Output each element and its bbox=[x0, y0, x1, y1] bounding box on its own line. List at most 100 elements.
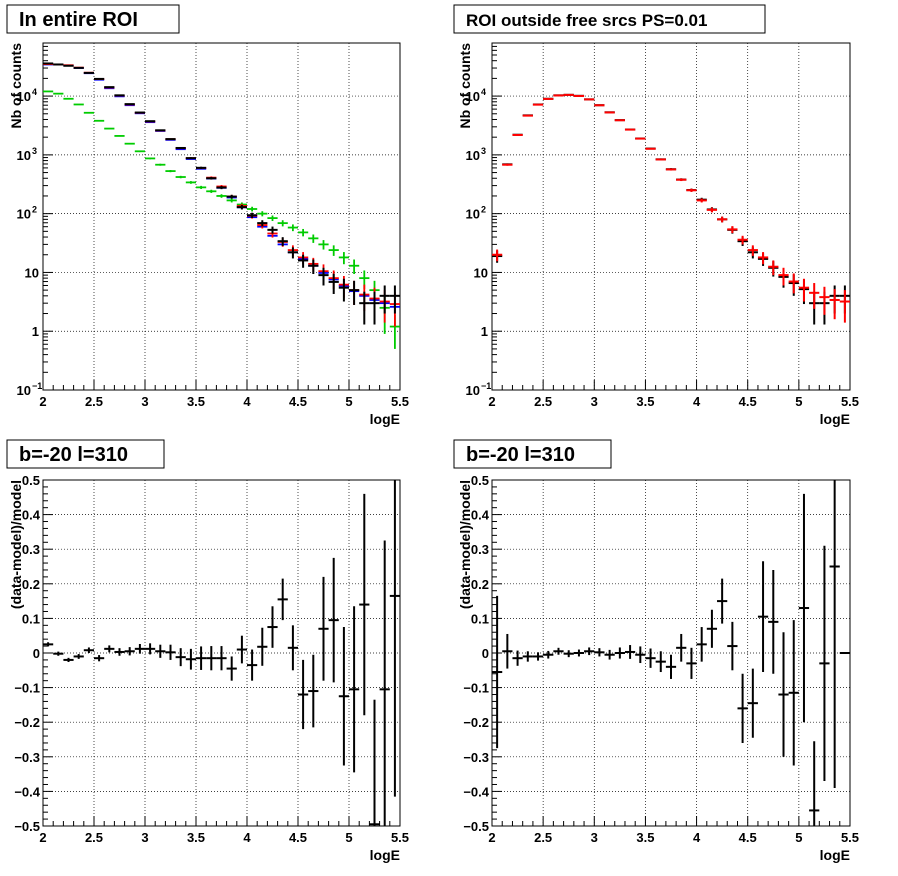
x-tick-label: 5 bbox=[345, 394, 352, 409]
data-point bbox=[155, 164, 165, 166]
data-point bbox=[574, 650, 584, 657]
data-point bbox=[298, 660, 308, 729]
data-point bbox=[707, 208, 717, 213]
data-point bbox=[799, 279, 809, 302]
data-point bbox=[186, 649, 196, 670]
y-tick-label: 0.4 bbox=[22, 508, 41, 523]
y-tick-label: 10 bbox=[17, 148, 31, 163]
data-point bbox=[74, 104, 84, 105]
data-point bbox=[625, 645, 635, 659]
data-point bbox=[267, 216, 277, 221]
data-point bbox=[748, 669, 758, 738]
data-point bbox=[247, 207, 257, 212]
data-point bbox=[196, 646, 206, 670]
data-point bbox=[298, 229, 308, 236]
data-point bbox=[329, 274, 339, 294]
data-point bbox=[737, 236, 747, 245]
y-tick-label: 0.1 bbox=[22, 611, 40, 626]
x-tick-label: 2.5 bbox=[534, 394, 552, 409]
x-tick-label: 4.5 bbox=[739, 394, 757, 409]
series-1 bbox=[43, 91, 400, 349]
axis-ticks bbox=[492, 43, 850, 390]
data-point bbox=[564, 650, 574, 657]
data-point bbox=[666, 655, 676, 679]
data-point bbox=[553, 95, 563, 96]
data-point bbox=[390, 480, 400, 797]
chart-title: b=-20 l=310 bbox=[466, 444, 575, 466]
y-tick-exponent: 4 bbox=[32, 87, 37, 97]
data-point bbox=[288, 224, 298, 231]
grid-lines bbox=[492, 480, 850, 826]
y-tick-label: 1 bbox=[32, 324, 39, 339]
data-point bbox=[615, 647, 625, 658]
data-point bbox=[656, 159, 666, 161]
data-point bbox=[523, 115, 533, 116]
x-tick-label: 5.5 bbox=[841, 830, 859, 845]
data-point bbox=[635, 138, 645, 139]
axis-ticks bbox=[43, 43, 400, 390]
x-tick-label: 2 bbox=[39, 394, 46, 409]
data-point bbox=[830, 480, 840, 788]
data-point bbox=[615, 120, 625, 121]
data-point bbox=[206, 177, 216, 180]
data-point bbox=[339, 252, 349, 264]
data-point bbox=[645, 148, 655, 149]
data-point bbox=[206, 646, 216, 670]
data-point bbox=[318, 577, 328, 681]
chart-title: b=-20 l=310 bbox=[19, 444, 128, 466]
data-point bbox=[778, 632, 788, 757]
x-tick-label: 4.5 bbox=[739, 830, 757, 845]
data-point bbox=[359, 494, 369, 715]
data-point bbox=[74, 654, 84, 659]
x-tick-label: 5.5 bbox=[391, 394, 409, 409]
data-point bbox=[104, 645, 114, 652]
y-tick-label: 10 bbox=[466, 383, 480, 398]
data-point bbox=[594, 105, 604, 106]
y-tick-label: 10 bbox=[466, 148, 480, 163]
data-point bbox=[288, 625, 298, 670]
y-tick-label: −0.5 bbox=[463, 819, 489, 834]
y-tick-label: 0.5 bbox=[471, 473, 489, 488]
data-point bbox=[543, 651, 553, 659]
data-point bbox=[63, 99, 73, 100]
data-point bbox=[492, 250, 502, 262]
data-point bbox=[349, 606, 359, 772]
data-point bbox=[257, 628, 267, 666]
x-axis-label: logE bbox=[820, 411, 850, 427]
data-point bbox=[125, 143, 135, 144]
y-tick-label: −0.2 bbox=[14, 715, 40, 730]
x-tick-label: 3.5 bbox=[187, 394, 205, 409]
data-point bbox=[176, 147, 186, 148]
series-1 bbox=[492, 95, 850, 325]
data-point bbox=[165, 645, 175, 660]
data-point bbox=[176, 648, 186, 666]
x-tick-label: 2 bbox=[39, 830, 46, 845]
y-tick-label: 0 bbox=[482, 646, 489, 661]
y-axis-label: (data-model)/model bbox=[8, 480, 24, 609]
y-tick-label: 0.4 bbox=[471, 508, 490, 523]
x-tick-label: 4 bbox=[243, 394, 251, 409]
x-tick-label: 3 bbox=[591, 830, 598, 845]
data-point bbox=[278, 220, 288, 226]
y-tick-label: 10 bbox=[17, 383, 31, 398]
data-point bbox=[155, 130, 165, 131]
data-point bbox=[697, 627, 707, 662]
data-point bbox=[227, 199, 237, 203]
plot-frame bbox=[492, 480, 850, 826]
data-point bbox=[594, 648, 604, 656]
y-tick-label: −0.5 bbox=[14, 819, 40, 834]
y-axis-label: Nb of counts bbox=[8, 43, 24, 129]
x-tick-label: 4 bbox=[243, 830, 251, 845]
data-point bbox=[104, 128, 114, 129]
data-point bbox=[308, 259, 318, 274]
data-point bbox=[114, 95, 124, 96]
y-tick-label: −0.3 bbox=[14, 750, 40, 765]
y-tick-exponent: −1 bbox=[32, 381, 42, 391]
x-tick-label: 2 bbox=[488, 394, 495, 409]
data-point bbox=[329, 558, 339, 683]
data-point bbox=[135, 112, 145, 113]
data-point bbox=[380, 541, 390, 826]
